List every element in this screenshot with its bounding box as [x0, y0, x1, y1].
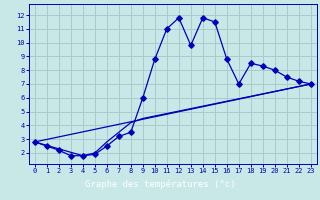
Text: Graphe des températures (°c): Graphe des températures (°c) — [85, 180, 235, 189]
